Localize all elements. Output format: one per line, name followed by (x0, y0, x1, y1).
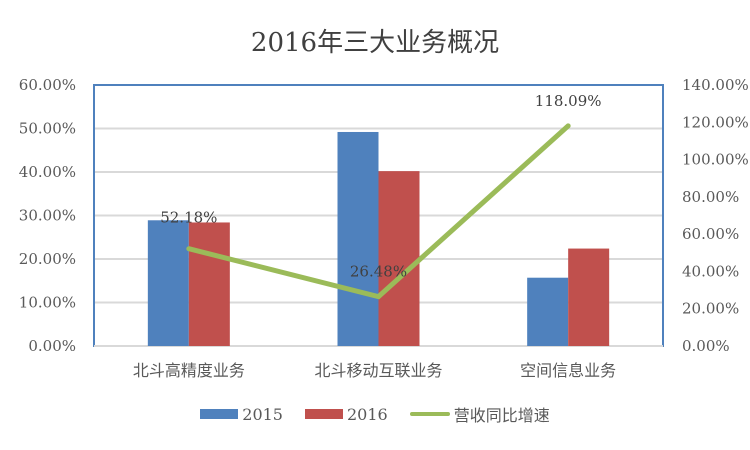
right-axis-tick: 60.00% (682, 225, 739, 243)
legend-item-growth[interactable]: 营收同比增速 (409, 402, 550, 426)
growth-data-label: 118.09% (535, 92, 602, 110)
left-axis-tick: 20.00% (19, 250, 76, 268)
legend-item-2016[interactable]: 2016 (304, 404, 388, 424)
bar-2015[interactable] (147, 220, 189, 346)
left-axis-tick: 10.00% (19, 294, 76, 312)
legend-swatch-2016 (304, 409, 343, 419)
right-axis-tick: 100.00% (682, 151, 749, 169)
category-label: 北斗高精度业务 (133, 361, 245, 380)
category-label: 北斗移动互联业务 (314, 361, 442, 380)
right-axis-tick: 140.00% (682, 76, 749, 94)
right-axis-tick: 40.00% (682, 262, 739, 280)
left-axis-tick: 50.00% (19, 120, 76, 138)
bar-2015[interactable] (527, 277, 569, 346)
legend-label-2015: 2015 (242, 404, 283, 424)
right-axis-tick: 80.00% (682, 188, 739, 206)
chart-title: 2016年三大业务概况 (250, 28, 500, 58)
right-axis-tick: 20.00% (682, 300, 739, 318)
bar-2016[interactable] (568, 248, 610, 346)
bar-2015[interactable] (337, 131, 379, 346)
growth-data-label: 52.18% (160, 209, 217, 227)
legend: 2015 2016 营收同比增速 (0, 402, 750, 426)
legend-label-growth: 营收同比增速 (453, 406, 550, 425)
left-axis-tick: 60.00% (19, 76, 76, 94)
growth-data-label: 26.48% (350, 263, 407, 281)
right-axis-tick: 120.00% (682, 113, 749, 131)
legend-item-2015[interactable]: 2015 (200, 405, 283, 424)
bar-2016[interactable] (188, 222, 230, 346)
bar-2016[interactable] (378, 171, 420, 346)
left-axis-tick: 40.00% (19, 163, 76, 181)
legend-label-2016: 2016 (346, 404, 388, 424)
growth-line[interactable] (186, 123, 571, 300)
legend-swatch-2015 (200, 409, 239, 419)
left-axis-tick: 30.00% (19, 207, 76, 225)
category-label: 空间信息业务 (520, 361, 616, 380)
right-axis-tick: 0.00% (682, 337, 730, 355)
left-axis-tick: 0.00% (28, 337, 76, 355)
legend-swatch-growth (409, 412, 450, 416)
